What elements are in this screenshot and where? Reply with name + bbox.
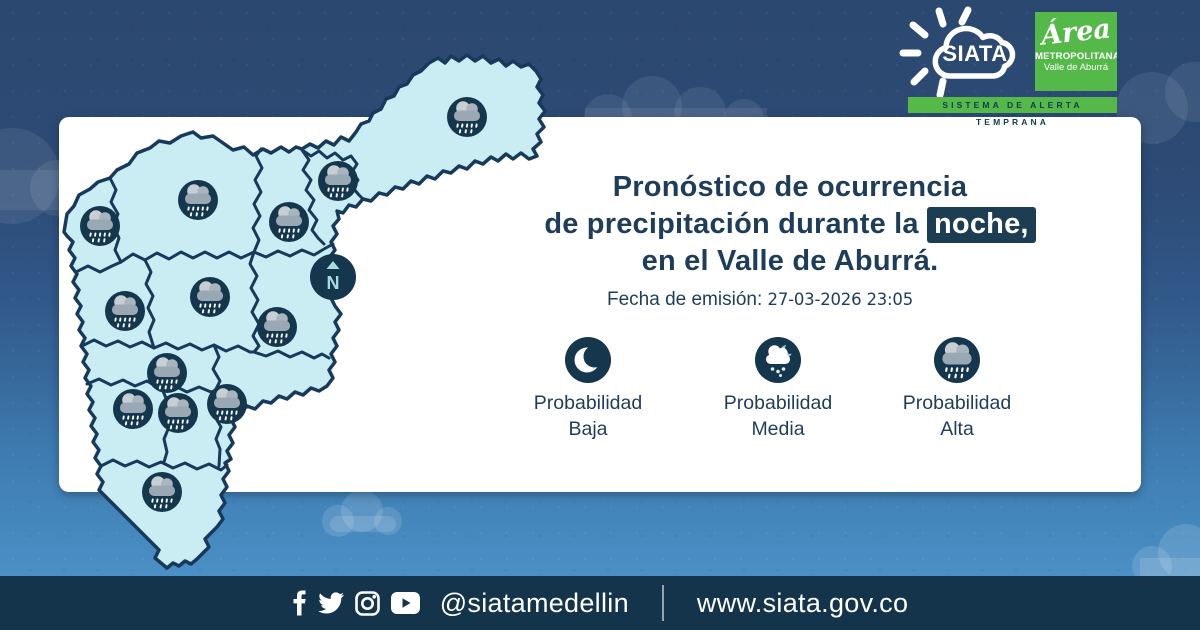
social-icons [292,590,420,616]
siata-logo: SIATA [899,6,1016,97]
twitter-icon[interactable] [317,591,344,615]
footer-bar: @siatamedellin www.siata.gov.co [0,576,1200,630]
brand-logos: SIATA Área METROPOLITANA Valle de Aburrá… [895,5,1125,127]
emission-label: Fecha de emisión: [606,289,763,310]
title-line1: Pronóstico de ocurrencia [612,171,968,203]
page-title: Pronóstico de ocurrencia de precipitació… [470,169,1110,280]
footer-divider [661,585,664,621]
title-line3: en el Valle de Aburrá. [641,245,939,277]
title-highlight-noche: noche, [927,207,1036,243]
legend-label-media: Probabilidad Media [723,392,833,440]
metro-area-script-text: Área [1039,13,1113,52]
social-handle[interactable]: @siatamedellin [439,587,629,618]
instagram-icon[interactable] [354,590,380,616]
youtube-icon[interactable] [390,592,420,614]
siata-logo-text: SIATA [942,41,1007,66]
emission-value: 27-03-2026 23:05 [767,290,914,309]
website-url[interactable]: www.siata.gov.co [696,587,909,618]
siata-tagline-bar: SISTEMA DE ALERTA TEMPRANA [908,97,1117,127]
legend-label-alta: Probabilidad Alta [902,392,1012,440]
title-line2: de precipitación durante la [544,208,919,240]
emission-date: Fecha de emisión: 27-03-2026 23:05 [460,289,1060,311]
facebook-icon[interactable] [292,590,306,616]
legend-label-baja: Probabilidad Baja [533,392,643,440]
metro-area-logo: Área METROPOLITANA Valle de Aburrá [1035,12,1117,91]
